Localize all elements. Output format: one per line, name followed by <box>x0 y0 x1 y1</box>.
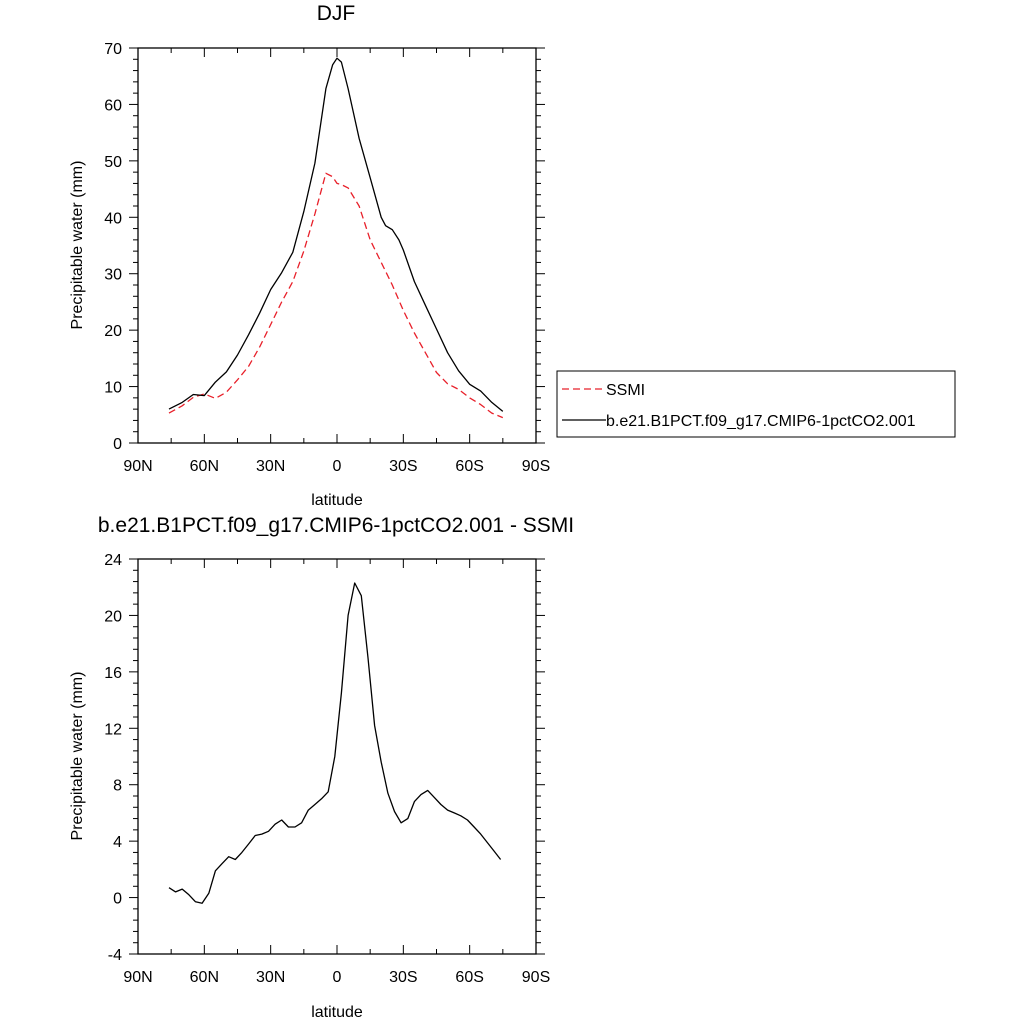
legend-label-model: b.e21.B1PCT.f09_g17.CMIP6-1pctCO2.001 <box>606 413 916 430</box>
chart-bottom-title: b.e21.B1PCT.f09_g17.CMIP6-1pctCO2.001 - … <box>98 514 574 537</box>
chart-bottom-ylabel: Precipitable water (mm) <box>69 672 86 841</box>
chart-top-xtick-label: 90S <box>522 458 550 475</box>
chart-bottom-plot-frame <box>137 558 537 955</box>
chart-top-ytick-label: 60 <box>104 97 122 114</box>
chart-bottom-series-line-0 <box>168 582 502 904</box>
chart-bottom-ytick-label: 16 <box>104 665 122 682</box>
chart-bottom-xtick-label: 90N <box>123 969 152 986</box>
chart-top-ytick-label: 10 <box>104 380 122 397</box>
chart-top-xtick-label: 60S <box>455 458 483 475</box>
chart-top-ylabel: Precipitable water (mm) <box>69 161 86 330</box>
chart-bottom-xtick-label: 0 <box>333 969 342 986</box>
chart-top-xlabel: latitude <box>311 492 363 509</box>
chart-bottom-ytick-label: 12 <box>104 721 122 738</box>
chart-bottom-xtick-label: 30N <box>256 969 285 986</box>
chart-bottom-xtick-label: 90S <box>522 969 550 986</box>
chart-top-series-line-1 <box>168 57 504 412</box>
chart-bottom-xtick-label: 60N <box>190 969 219 986</box>
chart-top-xtick-label: 30S <box>389 458 417 475</box>
chart-top-ytick-label: 20 <box>104 323 122 340</box>
chart-top-ytick-label: 70 <box>104 41 122 58</box>
chart-top-xtick-label: 30N <box>256 458 285 475</box>
chart-bottom-xlabel: latitude <box>311 1004 363 1021</box>
chart-bottom-ytick-label: -4 <box>108 947 122 964</box>
chart-bottom-ytick-label: 4 <box>113 834 122 851</box>
legend-label-ssmi: SSMI <box>606 382 645 399</box>
chart-bottom-xtick-label: 60S <box>455 969 483 986</box>
chart-top-legend: SSMI b.e21.B1PCT.f09_g17.CMIP6-1pctCO2.0… <box>556 370 956 438</box>
chart-bottom-ytick-label: 8 <box>113 778 122 795</box>
chart-bottom-ytick-label: 20 <box>104 608 122 625</box>
chart-bottom: b.e21.B1PCT.f09_g17.CMIP6-1pctCO2.001 - … <box>69 514 574 1021</box>
chart-top-ytick-label: 40 <box>104 210 122 227</box>
chart-top-ytick-label: 50 <box>104 154 122 171</box>
chart-top: DJF 90N 60N 30N 0 30S 60S 90S 0 10 20 30 40 50 60 70 l… <box>69 2 956 509</box>
chart-top-xtick-label: 90N <box>123 458 152 475</box>
chart-top-xtick-label: 60N <box>190 458 219 475</box>
legend-box <box>556 370 956 438</box>
chart-top-title: DJF <box>317 2 356 25</box>
chart-top-ytick-label: 30 <box>104 267 122 284</box>
chart-top-xtick-label: 0 <box>333 458 342 475</box>
chart-top-ytick-label: 0 <box>113 436 122 453</box>
chart-bottom-ytick-label: 24 <box>104 552 122 569</box>
chart-top-plot-frame <box>137 47 537 444</box>
chart-top-series-line-0 <box>168 172 504 419</box>
chart-bottom-xtick-label: 30S <box>389 969 417 986</box>
chart-bottom-ytick-label: 0 <box>113 891 122 908</box>
